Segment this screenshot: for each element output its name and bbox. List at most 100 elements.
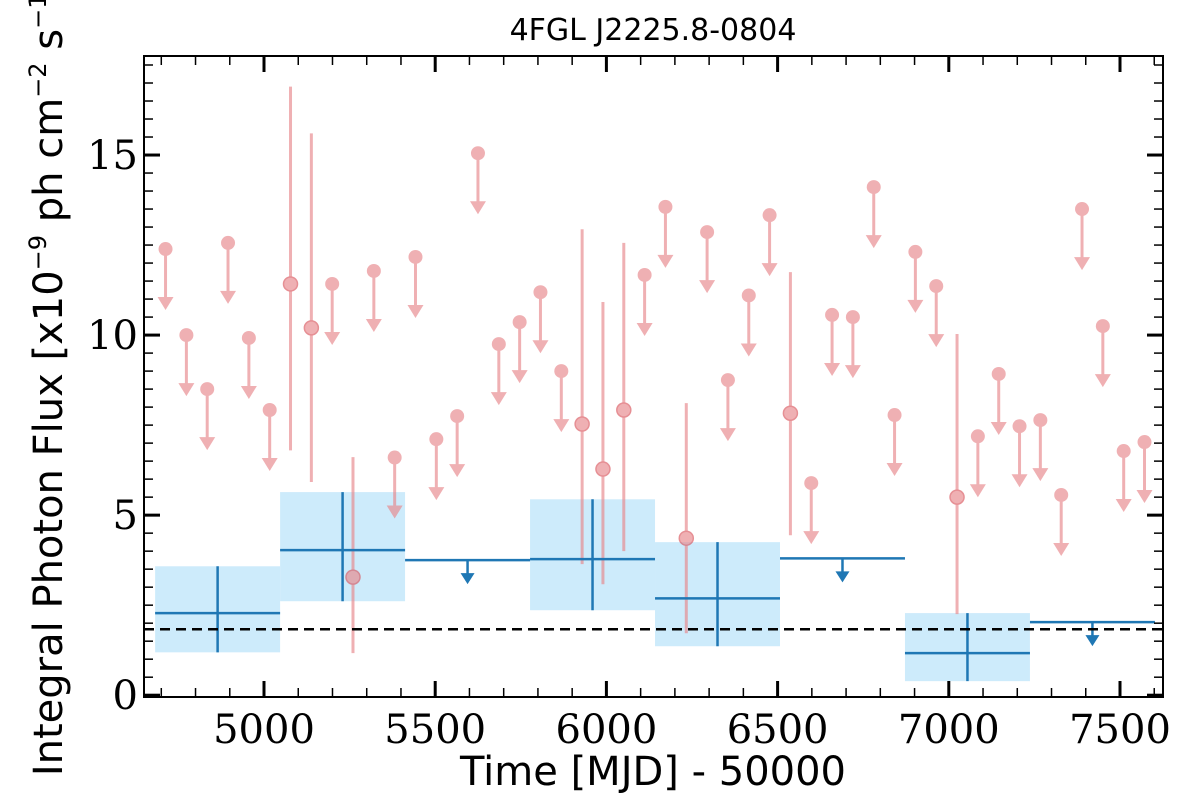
short-bin-upper-limit	[1032, 413, 1049, 482]
data-point	[782, 405, 799, 421]
long-bin-upper-limit	[1029, 620, 1155, 647]
data-point	[845, 310, 860, 325]
x-tick-label: 5500	[384, 707, 486, 753]
data-point	[262, 402, 277, 417]
data-point	[470, 146, 485, 161]
upper-limit-arrowhead	[407, 304, 424, 318]
short-bin-upper-limit	[324, 276, 341, 345]
short-bin-upper-limit	[761, 208, 778, 277]
data-point	[616, 402, 632, 418]
short-bin-upper-limit	[199, 382, 216, 451]
y-axis-label-exp2: −2	[24, 62, 52, 97]
short-bin-detection	[303, 133, 320, 483]
upper-limit-arrowhead	[928, 334, 945, 348]
upper-limit-arrowhead	[261, 458, 278, 472]
short-bin-upper-limit	[740, 288, 757, 357]
data-point	[887, 408, 902, 423]
short-bin-upper-limit	[407, 249, 424, 318]
data-point	[929, 279, 944, 294]
data-point	[637, 267, 652, 282]
short-bin-upper-limit	[636, 267, 653, 336]
long-bin-detection	[904, 613, 1030, 682]
upper-limit-arrowhead	[803, 531, 820, 545]
short-bin-upper-limit	[449, 409, 466, 478]
short-bin-upper-limit	[261, 402, 278, 472]
upper-limit-arrowhead	[719, 428, 736, 442]
short-bin-upper-limit	[1115, 444, 1132, 513]
upper-limit-arrowhead	[1136, 490, 1153, 504]
data-point	[970, 429, 985, 444]
data-point	[387, 450, 402, 465]
short-bin-detection	[282, 86, 299, 451]
upper-limit-arrowhead	[553, 419, 570, 433]
axes-frame	[143, 55, 1164, 698]
upper-limit-arrowhead	[449, 464, 466, 478]
data-point	[908, 244, 923, 259]
data-point	[512, 315, 527, 330]
chart-title: 4FGL J2225.8-0804	[510, 13, 797, 48]
long-bin-upper-limit	[779, 557, 905, 583]
short-bin-upper-limit	[240, 330, 257, 399]
short-bin-upper-limit	[1136, 435, 1153, 504]
upper-limit-arrowhead	[469, 201, 486, 215]
data-point	[678, 530, 695, 546]
data-point	[366, 263, 381, 278]
data-point	[1012, 419, 1027, 434]
y-axis-label-exp1: −9	[24, 235, 52, 270]
upper-limit-arrowhead	[636, 322, 653, 336]
short-bin-upper-limit	[886, 408, 903, 477]
upper-limit-arrowhead	[824, 362, 841, 376]
data-point	[866, 180, 881, 195]
data-point	[241, 330, 256, 345]
data-point	[303, 320, 320, 336]
y-axis-label: Integral Photon Flux [x10−9 ph cm−2 s−1]	[24, 0, 72, 776]
short-bin-upper-limit	[803, 476, 820, 545]
upper-limit-arrowhead	[1053, 542, 1070, 556]
upper-limit-arrowhead	[511, 370, 528, 384]
short-bin-upper-limit	[1074, 202, 1091, 271]
short-bin-upper-limit	[907, 244, 924, 313]
data-point	[429, 432, 444, 447]
data-point	[408, 249, 423, 264]
upper-limit-arrowhead	[460, 573, 475, 585]
data-point	[991, 366, 1006, 381]
upper-limit-arrowhead	[490, 392, 507, 406]
upper-limit-arrowhead	[969, 484, 986, 498]
upper-limit-arrowhead	[240, 385, 257, 399]
short-bin-upper-limit	[928, 279, 945, 348]
short-bin-upper-limit	[220, 235, 237, 304]
upper-limit-arrowhead	[1094, 374, 1111, 388]
upper-limit-arrowhead	[1115, 499, 1132, 513]
short-bin-detection	[949, 334, 965, 615]
short-bin-detection	[574, 229, 590, 565]
data-point	[1054, 487, 1069, 502]
short-bin-upper-limit	[469, 146, 486, 215]
short-bin-upper-limit	[844, 310, 861, 379]
upper-limit-arrowhead	[657, 254, 674, 268]
upper-limit-arrowhead	[428, 487, 445, 501]
upper-limit-arrowhead	[386, 505, 403, 519]
upper-limit-arrowhead	[532, 340, 549, 354]
data-point	[1116, 444, 1131, 459]
upper-limit-arrowhead	[990, 421, 1007, 435]
data-point	[1137, 435, 1152, 450]
long-bin-detection	[280, 492, 406, 602]
upper-limit-arrowhead	[199, 437, 216, 451]
short-bin-upper-limit	[365, 263, 382, 333]
upper-limit-arrowhead	[157, 297, 174, 311]
data-point	[1075, 202, 1090, 217]
plot-area	[144, 86, 1163, 682]
short-bin-detection	[595, 301, 611, 585]
short-bin-upper-limit	[490, 337, 507, 406]
upper-limit-arrowhead	[1011, 474, 1028, 488]
data-point	[1095, 319, 1110, 334]
data-point	[741, 288, 756, 303]
upper-limit-arrowhead	[886, 463, 903, 477]
data-point	[949, 489, 965, 505]
x-tick-label: 6500	[727, 707, 829, 753]
x-tick-label: 6000	[556, 707, 658, 753]
upper-limit-arrowhead	[1032, 468, 1049, 482]
upper-limit-arrowhead	[740, 343, 757, 357]
data-point	[179, 328, 194, 343]
